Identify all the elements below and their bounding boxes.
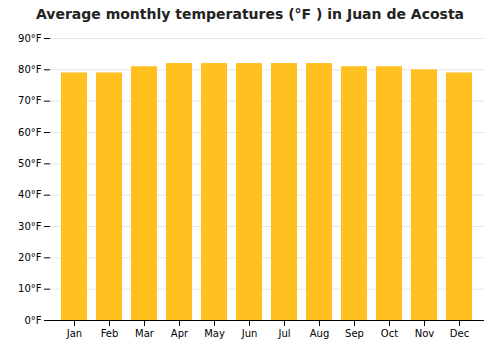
svg-text:10°F: 10°F xyxy=(18,283,42,294)
svg-text:May: May xyxy=(204,328,225,339)
svg-text:Nov: Nov xyxy=(415,328,435,339)
svg-text:Jun: Jun xyxy=(241,328,258,339)
svg-text:Apr: Apr xyxy=(171,328,189,339)
svg-text:Dec: Dec xyxy=(450,328,469,339)
svg-text:Oct: Oct xyxy=(381,328,398,339)
svg-text:0°F: 0°F xyxy=(24,315,41,326)
svg-text:70°F: 70°F xyxy=(18,95,42,106)
svg-text:60°F: 60°F xyxy=(18,127,42,138)
svg-text:Jan: Jan xyxy=(66,328,82,339)
svg-text:80°F: 80°F xyxy=(18,64,42,75)
svg-text:Sep: Sep xyxy=(345,328,364,339)
svg-text:90°F: 90°F xyxy=(18,33,42,44)
svg-text:Jul: Jul xyxy=(277,328,290,339)
html-text:Average monthly temperatures (: Average monthly temperatures (°F ) in Ju… xyxy=(36,6,464,22)
svg-text:40°F: 40°F xyxy=(18,189,42,200)
svg-text:20°F: 20°F xyxy=(18,252,42,263)
svg-text:Feb: Feb xyxy=(101,328,119,339)
svg-text:Aug: Aug xyxy=(310,328,330,339)
svg-text:50°F: 50°F xyxy=(18,158,42,169)
svg-text:30°F: 30°F xyxy=(18,221,42,232)
svg-text:Mar: Mar xyxy=(135,328,155,339)
